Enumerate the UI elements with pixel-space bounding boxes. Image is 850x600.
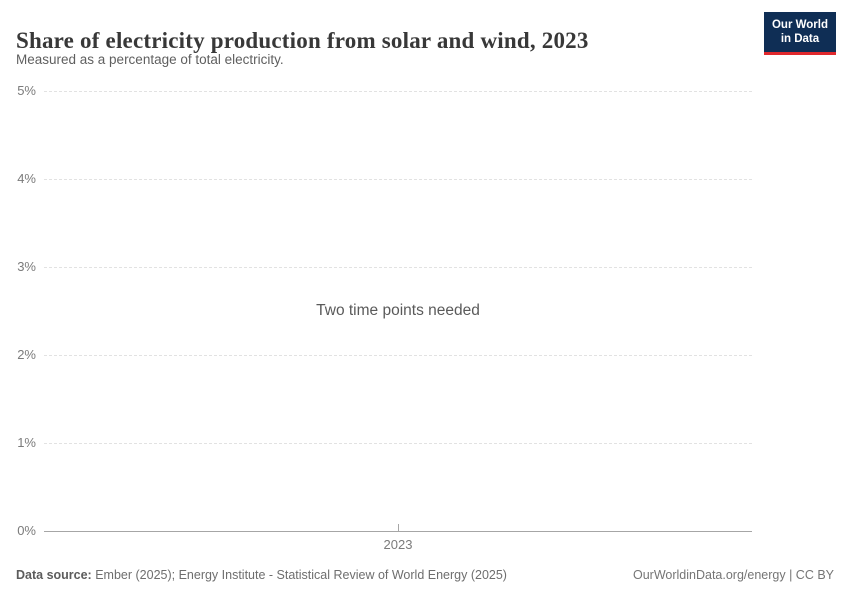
license-note: OurWorldinData.org/energy | CC BY (632, 568, 834, 582)
y-gridline (44, 443, 752, 444)
y-tick-label: 1% (17, 435, 36, 450)
empty-state-message: Two time points needed (316, 302, 480, 319)
y-tick-label: 3% (17, 259, 36, 274)
x-tick-mark (398, 524, 399, 531)
y-gridline (44, 91, 752, 92)
owid-logo-line1: Our World (771, 19, 828, 31)
chart-subtitle: Measured as a percentage of total electr… (16, 52, 284, 67)
data-source-label: Data source: (16, 568, 92, 582)
page-title: Share of electricity production from sol… (16, 28, 589, 54)
y-gridline (44, 267, 752, 268)
y-tick-label: 0% (17, 523, 36, 538)
y-tick-label: 5% (17, 83, 36, 98)
data-source-note: Data source: Ember (2025); Energy Instit… (16, 568, 507, 582)
y-tick-label: 2% (17, 347, 36, 362)
owid-logo-line2: in Data (780, 32, 820, 45)
y-gridline (44, 179, 752, 180)
y-gridline (44, 355, 752, 356)
data-source-text: Ember (2025); Energy Institute - Statist… (91, 568, 507, 582)
x-tick-label: 2023 (383, 537, 413, 552)
y-tick-label: 4% (17, 171, 36, 186)
owid-logo: Our World in Data (763, 12, 836, 55)
x-axis-line (44, 531, 752, 532)
